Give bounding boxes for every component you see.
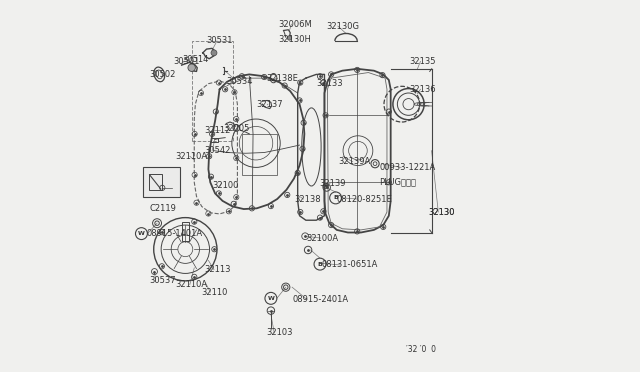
Text: 32100: 32100 [212, 182, 239, 190]
Text: 30531: 30531 [207, 36, 233, 45]
Text: 00933-1221A: 00933-1221A [380, 163, 436, 172]
Text: 32139A: 32139A [339, 157, 371, 166]
Text: C2119: C2119 [150, 204, 177, 213]
Text: W: W [268, 296, 275, 301]
Text: 08915-1401A: 08915-1401A [147, 229, 202, 238]
Text: 08120-8251E: 08120-8251E [337, 195, 392, 203]
Text: 32130G: 32130G [326, 22, 360, 31]
Circle shape [287, 36, 292, 40]
Text: 32103: 32103 [266, 328, 292, 337]
Text: 32130: 32130 [428, 208, 454, 217]
Text: 32005: 32005 [223, 124, 250, 133]
Text: 32133: 32133 [316, 79, 343, 88]
Text: 32138E: 32138E [266, 74, 298, 83]
Text: ′32 ′0  0: ′32 ′0 0 [406, 345, 436, 354]
Text: 32139: 32139 [319, 179, 346, 188]
Text: 32100A: 32100A [306, 234, 338, 243]
Text: PLUGプラグ: PLUGプラグ [380, 178, 417, 187]
Text: 32135: 32135 [410, 57, 436, 66]
Text: 32130: 32130 [428, 208, 454, 217]
Text: 32137: 32137 [257, 100, 284, 109]
Text: 32112: 32112 [205, 126, 231, 135]
Text: 32110: 32110 [201, 288, 227, 296]
Text: 08915-2401A: 08915-2401A [292, 295, 348, 304]
Circle shape [211, 50, 217, 56]
Text: 30501: 30501 [173, 57, 200, 66]
Bar [242, 134, 277, 175]
Text: 30514: 30514 [182, 55, 209, 64]
Text: 30534: 30534 [227, 77, 253, 86]
Text: 32138: 32138 [294, 195, 321, 203]
Text: 30542: 30542 [204, 146, 230, 155]
Text: W: W [138, 231, 145, 236]
Text: 32130H: 32130H [278, 35, 311, 44]
Bar [182, 222, 189, 241]
Text: 30502: 30502 [149, 70, 175, 79]
Text: B: B [333, 195, 338, 201]
Text: 30537: 30537 [149, 276, 175, 285]
Text: 32113: 32113 [205, 265, 231, 274]
Bar [143, 167, 180, 197]
Text: 32136: 32136 [410, 85, 436, 94]
Circle shape [188, 64, 195, 71]
Text: 32110A: 32110A [175, 280, 207, 289]
Text: 32006M: 32006M [278, 20, 312, 29]
Bar [211, 138, 218, 142]
Text: B: B [317, 262, 323, 267]
Bar [191, 41, 232, 141]
Text: 32110A: 32110A [175, 152, 207, 161]
Bar [149, 174, 162, 190]
Text: 08131-0651A: 08131-0651A [321, 260, 378, 269]
